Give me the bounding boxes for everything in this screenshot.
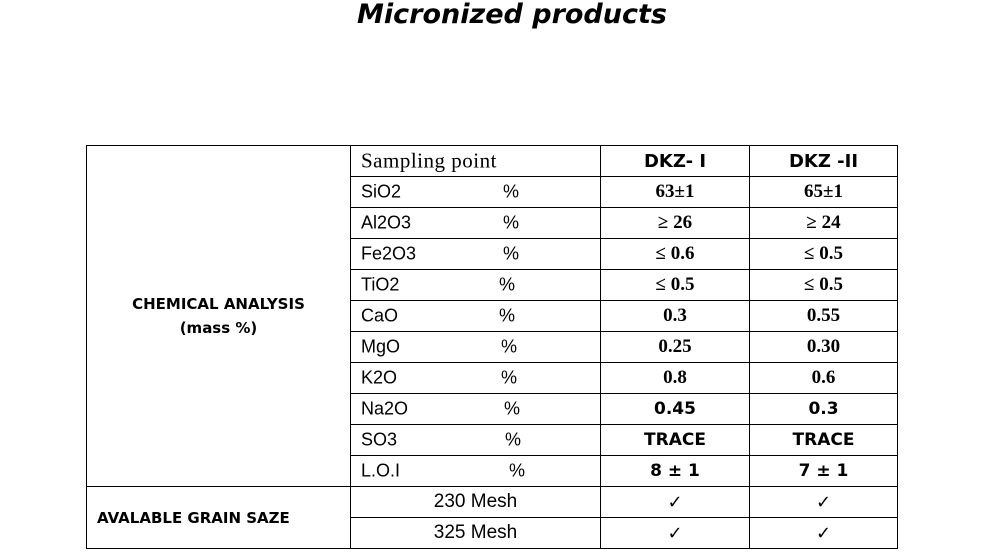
value-dkz-2: ≥ 24 <box>749 207 898 239</box>
table-header-row: CHEMICAL ANALYSIS (mass %) Sampling poin… <box>86 145 898 487</box>
parameter-name: CaO <box>361 305 399 326</box>
value-dkz-1: ≤ 0.6 <box>600 238 750 270</box>
table-row: CaO% 0.3 0.55 <box>87 300 898 332</box>
parameter-unit: % <box>505 429 522 450</box>
table-row: MgO% 0.25 0.30 <box>87 331 898 363</box>
parameter-cell: TiO2% <box>350 269 601 301</box>
value-dkz-2: 0.30 <box>749 331 898 363</box>
grain-size-group: AVALABLE GRAIN SAZE <box>86 486 351 549</box>
value-dkz-2: 65±1 <box>749 176 898 208</box>
check-icon: ✓ <box>749 517 898 549</box>
parameter-cell: SO3% <box>350 424 601 456</box>
value-dkz-1: 0.25 <box>600 331 750 363</box>
parameter-cell: Al2O3% <box>350 207 601 239</box>
parameter-name: Al2O3 <box>361 212 412 233</box>
table-row: Al2O3% ≥ 26 ≥ 24 <box>87 207 898 239</box>
parameter-name: SO3 <box>361 429 398 450</box>
value-dkz-2: 7 ± 1 <box>749 455 898 487</box>
value-dkz-1: TRACE <box>600 424 750 456</box>
sampling-point-label: Sampling point <box>361 148 497 173</box>
mesh-size: 325 Mesh <box>350 517 601 549</box>
parameter-cell: CaO% <box>350 300 601 332</box>
table-row: SiO2% 63±1 65±1 <box>87 176 898 208</box>
parameter-name: L.O.I <box>361 460 401 481</box>
parameter-unit: % <box>509 460 526 481</box>
parameter-unit: % <box>503 243 520 264</box>
value-dkz-2: 0.55 <box>749 300 898 332</box>
parameter-unit: % <box>503 181 520 202</box>
sampling-point-header: Sampling point <box>350 145 601 177</box>
value-dkz-1: 0.3 <box>600 300 750 332</box>
parameter-unit: % <box>501 367 518 388</box>
value-dkz-2: ≤ 0.5 <box>749 238 898 270</box>
mesh-size: 230 Mesh <box>350 486 601 518</box>
page-title: Micronized products <box>357 0 667 30</box>
value-dkz-2: 0.3 <box>749 393 898 425</box>
value-dkz-1: 0.45 <box>600 393 750 425</box>
table-row: SO3% TRACE TRACE <box>87 424 898 456</box>
table-row: 325 Mesh ✓ ✓ <box>87 517 898 549</box>
parameter-cell: SiO2% <box>350 176 601 208</box>
chemical-analysis-group: CHEMICAL ANALYSIS (mass %) <box>86 145 351 487</box>
parameter-name: TiO2 <box>361 274 400 295</box>
value-dkz-2: ≤ 0.5 <box>749 269 898 301</box>
value-dkz-1: 0.8 <box>600 362 750 394</box>
parameter-unit: % <box>499 305 516 326</box>
check-icon: ✓ <box>600 486 750 518</box>
column-header-dkz-1: DKZ- I <box>600 145 750 177</box>
value-dkz-1: 63±1 <box>600 176 750 208</box>
parameter-name: SiO2 <box>361 181 402 202</box>
value-dkz-2: TRACE <box>749 424 898 456</box>
parameter-name: MgO <box>361 336 401 357</box>
parameter-cell: K2O% <box>350 362 601 394</box>
table-row: L.O.I% 8 ± 1 7 ± 1 <box>87 455 898 487</box>
parameter-name: K2O <box>361 367 398 388</box>
value-dkz-1: 8 ± 1 <box>600 455 750 487</box>
parameter-unit: % <box>503 212 520 233</box>
parameter-unit: % <box>501 336 518 357</box>
parameter-cell: Na2O% <box>350 393 601 425</box>
parameter-cell: L.O.I% <box>350 455 601 487</box>
check-icon: ✓ <box>600 517 750 549</box>
parameter-unit: % <box>499 274 516 295</box>
parameter-cell: Fe2O3% <box>350 238 601 270</box>
table-row: AVALABLE GRAIN SAZE 230 Mesh ✓ ✓ <box>86 486 898 549</box>
table-row: TiO2% ≤ 0.5 ≤ 0.5 <box>87 269 898 301</box>
parameter-name: Na2O <box>361 398 409 419</box>
check-icon: ✓ <box>749 486 898 518</box>
column-header-dkz-2: DKZ -II <box>749 145 898 177</box>
value-dkz-1: ≥ 26 <box>600 207 750 239</box>
parameter-cell: MgO% <box>350 331 601 363</box>
table-row: Fe2O3% ≤ 0.6 ≤ 0.5 <box>87 238 898 270</box>
specification-table: CHEMICAL ANALYSIS (mass %) Sampling poin… <box>86 145 898 549</box>
parameter-unit: % <box>504 398 521 419</box>
parameter-name: Fe2O3 <box>361 243 417 264</box>
chemical-analysis-unit: (mass %) <box>179 319 258 337</box>
value-dkz-1: ≤ 0.5 <box>600 269 750 301</box>
value-dkz-2: 0.6 <box>749 362 898 394</box>
chemical-analysis-label: CHEMICAL ANALYSIS <box>132 295 305 313</box>
